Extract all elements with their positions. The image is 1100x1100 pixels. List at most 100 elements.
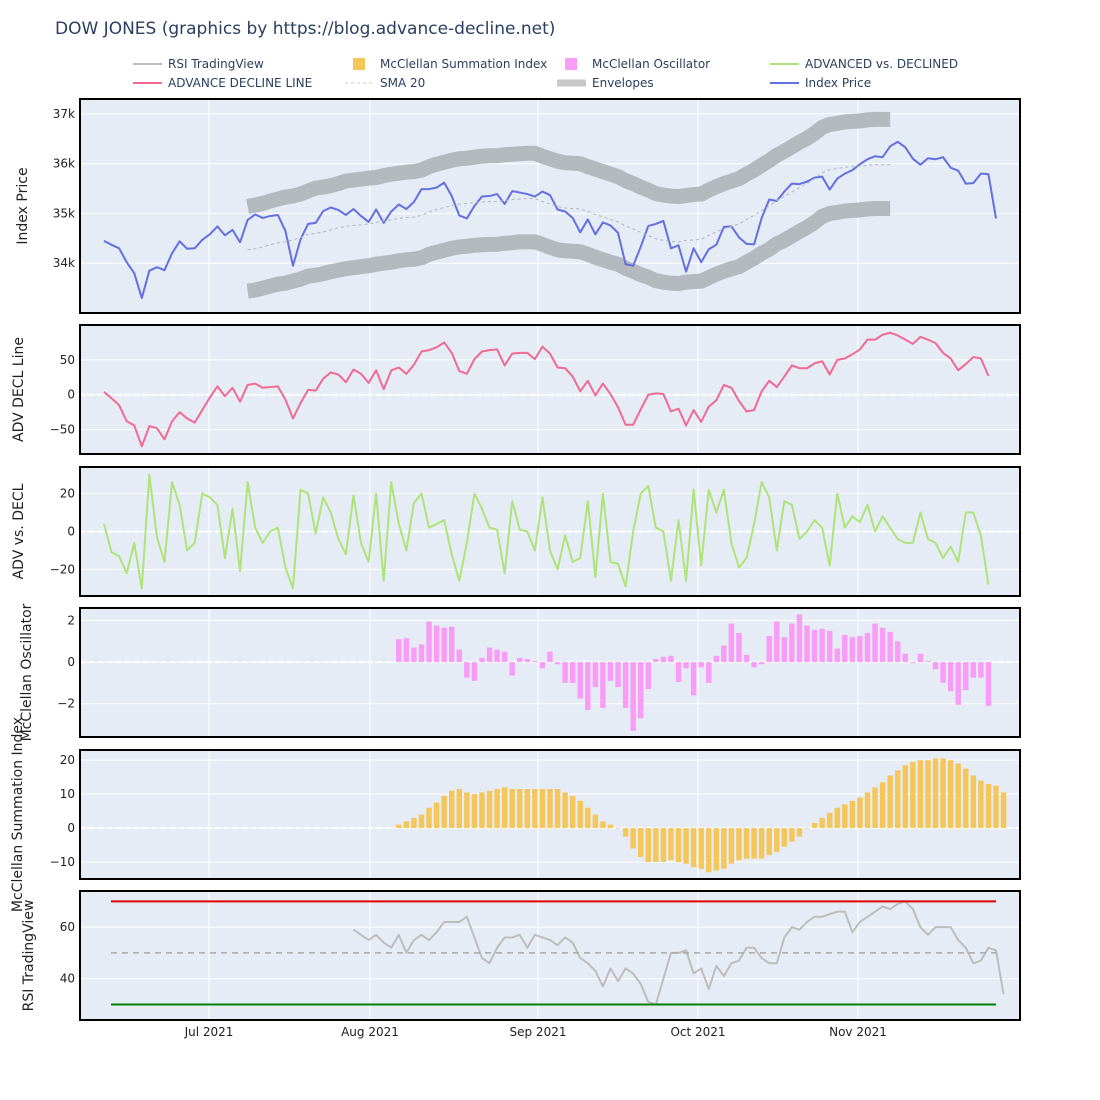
summation-bar	[501, 787, 508, 829]
summation-bar	[955, 763, 961, 829]
oscillator-bar	[872, 623, 878, 663]
y-tick-label: 0	[67, 655, 75, 669]
summation-bar	[1000, 792, 1007, 829]
oscillator-bar	[532, 661, 538, 663]
summation-bar	[947, 760, 954, 829]
oscillator-bar	[600, 662, 606, 708]
summation-bar	[683, 828, 689, 864]
plot-area	[103, 331, 990, 448]
y-axis-label: ADV vs. DECL	[11, 483, 27, 579]
legend-label: RSI TradingView	[168, 57, 264, 71]
summation-bar	[902, 765, 909, 829]
summation-bar	[917, 760, 924, 829]
y-axis-label: Index Price	[15, 167, 31, 244]
oscillator-bar	[811, 629, 818, 663]
summation-bar	[864, 792, 871, 829]
summation-bar	[925, 760, 931, 829]
y-tick-label: 50	[60, 353, 75, 367]
panel-rsi: 40 60 RSI TradingView	[21, 890, 1021, 1021]
panel-border	[79, 98, 1021, 314]
legend-item: ADVANCED vs. DECLINED	[770, 57, 958, 71]
oscillator-bar	[736, 632, 742, 663]
oscillator-bar	[743, 654, 750, 663]
summation-bar	[940, 758, 946, 829]
summation-bar	[532, 789, 538, 829]
summation-bar	[645, 828, 651, 863]
summation-bar	[758, 828, 765, 859]
oscillator-bar	[441, 627, 447, 663]
oscillator-bar	[645, 662, 651, 690]
oscillator-bar	[607, 662, 614, 681]
summation-bar	[690, 828, 697, 868]
summation-bar	[517, 789, 523, 829]
summation-bar	[622, 828, 629, 837]
panel-price: 34k 35k 36k 37k Index Price	[15, 98, 1021, 314]
oscillator-bar	[842, 635, 848, 663]
oscillator-bar	[524, 658, 531, 663]
summation-bar	[804, 828, 810, 829]
oscillator-bar	[728, 623, 735, 663]
oscillator-bar	[947, 662, 954, 692]
oscillator-bar	[509, 662, 515, 676]
legend-label: SMA 20	[380, 76, 425, 90]
summation-bar	[456, 789, 463, 829]
oscillator-bar	[804, 625, 810, 663]
summation-bar	[766, 828, 772, 856]
oscillator-bar	[917, 653, 924, 663]
chart-title: DOW JONES (graphics by https://blog.adva…	[55, 19, 555, 39]
summation-bar	[872, 787, 878, 829]
summation-bar	[539, 789, 546, 829]
y-tick-label: 36k	[53, 157, 75, 171]
plot-area	[396, 758, 1007, 873]
summation-bar	[879, 782, 886, 829]
summation-bar	[471, 794, 478, 829]
summation-bar	[706, 828, 712, 873]
panel-border	[79, 324, 1021, 455]
summation-bar	[486, 790, 493, 829]
oscillator-bar	[471, 662, 478, 681]
y-tick-label: −50	[50, 423, 75, 437]
summation-bar	[970, 775, 977, 829]
oscillator-bar	[864, 632, 871, 663]
oscillator-bar	[577, 662, 583, 699]
oscillator-bar	[547, 651, 553, 663]
legend-item: ADVANCE DECLINE LINE	[133, 76, 312, 90]
advdecl-line	[103, 473, 990, 590]
summation-bar	[826, 812, 833, 829]
plot-area	[396, 614, 992, 731]
oscillator-bar	[796, 614, 803, 663]
summation-bar	[751, 828, 757, 859]
oscillator-bar	[970, 662, 977, 678]
legend-label: ADVANCED vs. DECLINED	[805, 57, 958, 71]
summation-bar	[728, 828, 735, 864]
summation-bar	[963, 768, 969, 829]
oscillator-bar	[758, 662, 765, 665]
oscillator-bar	[433, 625, 440, 663]
summation-bar	[426, 807, 432, 829]
y-tick-label: 34k	[53, 256, 75, 270]
summation-bar	[834, 807, 840, 829]
y-tick-label: 60	[60, 920, 75, 934]
legend: RSI TradingView McClellan Summation Index…	[133, 57, 958, 90]
plot-area	[103, 111, 997, 300]
oscillator-bar	[396, 639, 402, 663]
summation-bar	[600, 821, 606, 829]
oscillator-bar	[449, 626, 455, 663]
legend-item: Envelopes	[557, 76, 654, 90]
oscillator-bar	[554, 662, 561, 665]
legend-item: McClellan Oscillator	[565, 57, 710, 71]
summation-bar	[554, 789, 561, 829]
y-axis-label: McClellan Oscillator	[19, 603, 35, 741]
oscillator-bar	[690, 662, 697, 696]
oscillator-bar	[683, 662, 689, 669]
oscillator-bar	[985, 662, 992, 706]
legend-label: ADVANCE DECLINE LINE	[168, 76, 312, 90]
x-tick-label: Aug 2021	[341, 1025, 399, 1039]
summation-bar	[653, 828, 659, 863]
summation-bar	[668, 828, 674, 861]
panel-adline: −50 0 50 ADV DECL Line	[11, 324, 1021, 455]
summation-bar	[857, 797, 863, 829]
panel-border	[79, 607, 1021, 738]
summation-bar	[660, 828, 667, 863]
